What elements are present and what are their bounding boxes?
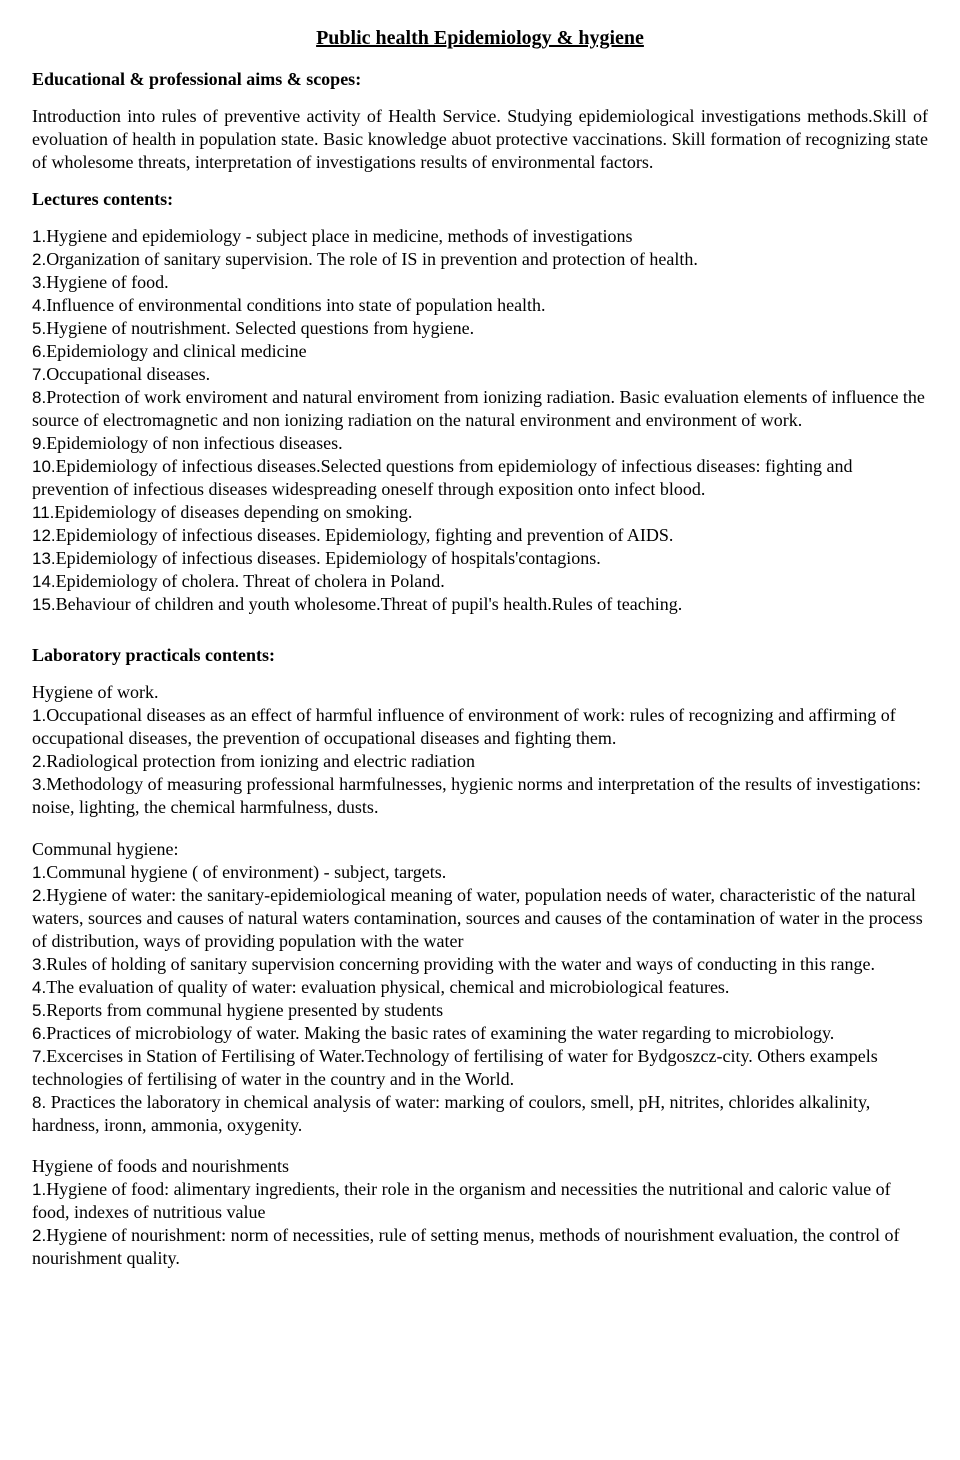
list-number: 1. — [32, 706, 46, 725]
list-number: 2. — [32, 250, 46, 269]
list-item: 1.Communal hygiene ( of environment) - s… — [32, 861, 928, 884]
list-item: 9.Epidemiology of non infectious disease… — [32, 432, 928, 455]
list-text: Methodology of measuring professional ha… — [32, 774, 921, 817]
page-title: Public health Epidemiology & hygiene — [32, 26, 928, 52]
list-text: Epidemiology of infectious diseases. Epi… — [56, 525, 674, 545]
foods-list: 1.Hygiene of food: alimentary ingredient… — [32, 1178, 928, 1270]
list-text: Rules of holding of sanitary supervision… — [46, 954, 875, 974]
list-item: 11.Epidemiology of diseases depending on… — [32, 501, 928, 524]
list-number: 1. — [32, 1180, 46, 1199]
list-text: Hygiene of food: alimentary ingredients,… — [32, 1179, 891, 1222]
list-text: Epidemiology of diseases depending on sm… — [54, 502, 412, 522]
list-number: 2. — [32, 752, 46, 771]
list-item: 5.Hygiene of noutrishment. Selected ques… — [32, 317, 928, 340]
list-number: 11. — [32, 503, 54, 522]
list-number: 3. — [32, 775, 46, 794]
list-text: Radiological protection from ionizing an… — [46, 751, 475, 771]
list-item: 12.Epidemiology of infectious diseases. … — [32, 524, 928, 547]
list-item: 2.Hygiene of water: the sanitary-epidemi… — [32, 884, 928, 953]
list-text: Epidemiology and clinical medicine — [46, 341, 306, 361]
list-text: Occupational diseases. — [46, 364, 210, 384]
list-text: Hygiene of food. — [46, 272, 168, 292]
list-number: 6. — [32, 342, 46, 361]
list-text: The evaluation of quality of water: eval… — [46, 977, 729, 997]
list-item: 6.Epidemiology and clinical medicine — [32, 340, 928, 363]
aims-heading: Educational & professional aims & scopes… — [32, 68, 928, 91]
list-item: 8.Protection of work enviroment and natu… — [32, 386, 928, 432]
list-text: Hygiene of nourishment: norm of necessit… — [32, 1225, 900, 1268]
list-number: 3. — [32, 955, 46, 974]
list-number: 7. — [32, 365, 46, 384]
list-item: 3.Rules of holding of sanitary supervisi… — [32, 953, 928, 976]
lectures-heading: Lectures contents: — [32, 188, 928, 211]
list-number: 3. — [32, 273, 46, 292]
communal-subheading: Communal hygiene: — [32, 838, 928, 861]
list-number: 1. — [32, 227, 46, 246]
list-item: 4.Influence of environmental conditions … — [32, 294, 928, 317]
list-number: 10. — [32, 457, 56, 476]
list-text: Practices the laboratory in chemical ana… — [32, 1092, 870, 1135]
list-text: Reports from communal hygiene presented … — [46, 1000, 443, 1020]
list-item: 1.Occupational diseases as an effect of … — [32, 704, 928, 750]
list-text: Hygiene and epidemiology - subject place… — [46, 226, 632, 246]
list-number: 5. — [32, 319, 46, 338]
list-item: 5.Reports from communal hygiene presente… — [32, 999, 928, 1022]
list-text: Occupational diseases as an effect of ha… — [32, 705, 896, 748]
lectures-list: 1.Hygiene and epidemiology - subject pla… — [32, 225, 928, 617]
list-text: Organization of sanitary supervision. Th… — [46, 249, 698, 269]
list-text: Behaviour of children and youth wholesom… — [56, 594, 683, 614]
hygiene-work-subheading: Hygiene of work. — [32, 681, 928, 704]
hygiene-work-list: 1.Occupational diseases as an effect of … — [32, 704, 928, 819]
list-text: Hygiene of noutrishment. Selected questi… — [46, 318, 474, 338]
list-item: 3.Methodology of measuring professional … — [32, 773, 928, 819]
list-item: 2.Hygiene of nourishment: norm of necess… — [32, 1224, 928, 1270]
list-item: 8. Practices the laboratory in chemical … — [32, 1091, 928, 1137]
list-text: Hygiene of water: the sanitary-epidemiol… — [32, 885, 923, 951]
list-text: Practices of microbiology of water. Maki… — [46, 1023, 834, 1043]
list-item: 13.Epidemiology of infectious diseases. … — [32, 547, 928, 570]
list-item: 15.Behaviour of children and youth whole… — [32, 593, 928, 616]
list-number: 4. — [32, 296, 46, 315]
list-number: 8. — [32, 1093, 46, 1112]
list-number: 8. — [32, 388, 46, 407]
list-text: Epidemiology of infectious diseases. Epi… — [56, 548, 601, 568]
list-number: 4. — [32, 978, 46, 997]
list-item: 7.Occupational diseases. — [32, 363, 928, 386]
list-text: Epidemiology of cholera. Threat of chole… — [56, 571, 445, 591]
list-text: Communal hygiene ( of environment) - sub… — [46, 862, 446, 882]
list-number: 12. — [32, 526, 56, 545]
intro-paragraph: Introduction into rules of preventive ac… — [32, 105, 928, 174]
list-item: 3.Hygiene of food. — [32, 271, 928, 294]
list-number: 1. — [32, 863, 46, 882]
list-number: 14. — [32, 572, 56, 591]
list-item: 14.Epidemiology of cholera. Threat of ch… — [32, 570, 928, 593]
list-item: 6.Practices of microbiology of water. Ma… — [32, 1022, 928, 1045]
list-text: Influence of environmental conditions in… — [46, 295, 545, 315]
list-item: 2.Radiological protection from ionizing … — [32, 750, 928, 773]
list-number: 2. — [32, 1226, 46, 1245]
list-text: Epidemiology of infectious diseases.Sele… — [32, 456, 852, 499]
lab-heading: Laboratory practicals contents: — [32, 644, 928, 667]
list-number: 7. — [32, 1047, 46, 1066]
list-text: Epidemiology of non infectious diseases. — [46, 433, 342, 453]
list-number: 13. — [32, 549, 56, 568]
list-number: 2. — [32, 886, 46, 905]
list-text: Protection of work enviroment and natura… — [32, 387, 925, 430]
foods-subheading: Hygiene of foods and nourishments — [32, 1155, 928, 1178]
list-item: 1.Hygiene of food: alimentary ingredient… — [32, 1178, 928, 1224]
list-item: 7.Excercises in Station of Fertilising o… — [32, 1045, 928, 1091]
list-text: Excercises in Station of Fertilising of … — [32, 1046, 878, 1089]
list-item: 10.Epidemiology of infectious diseases.S… — [32, 455, 928, 501]
list-number: 5. — [32, 1001, 46, 1020]
list-item: 2.Organization of sanitary supervision. … — [32, 248, 928, 271]
list-item: 4.The evaluation of quality of water: ev… — [32, 976, 928, 999]
list-item: 1.Hygiene and epidemiology - subject pla… — [32, 225, 928, 248]
communal-list: 1.Communal hygiene ( of environment) - s… — [32, 861, 928, 1137]
list-number: 9. — [32, 434, 46, 453]
list-number: 15. — [32, 595, 56, 614]
list-number: 6. — [32, 1024, 46, 1043]
